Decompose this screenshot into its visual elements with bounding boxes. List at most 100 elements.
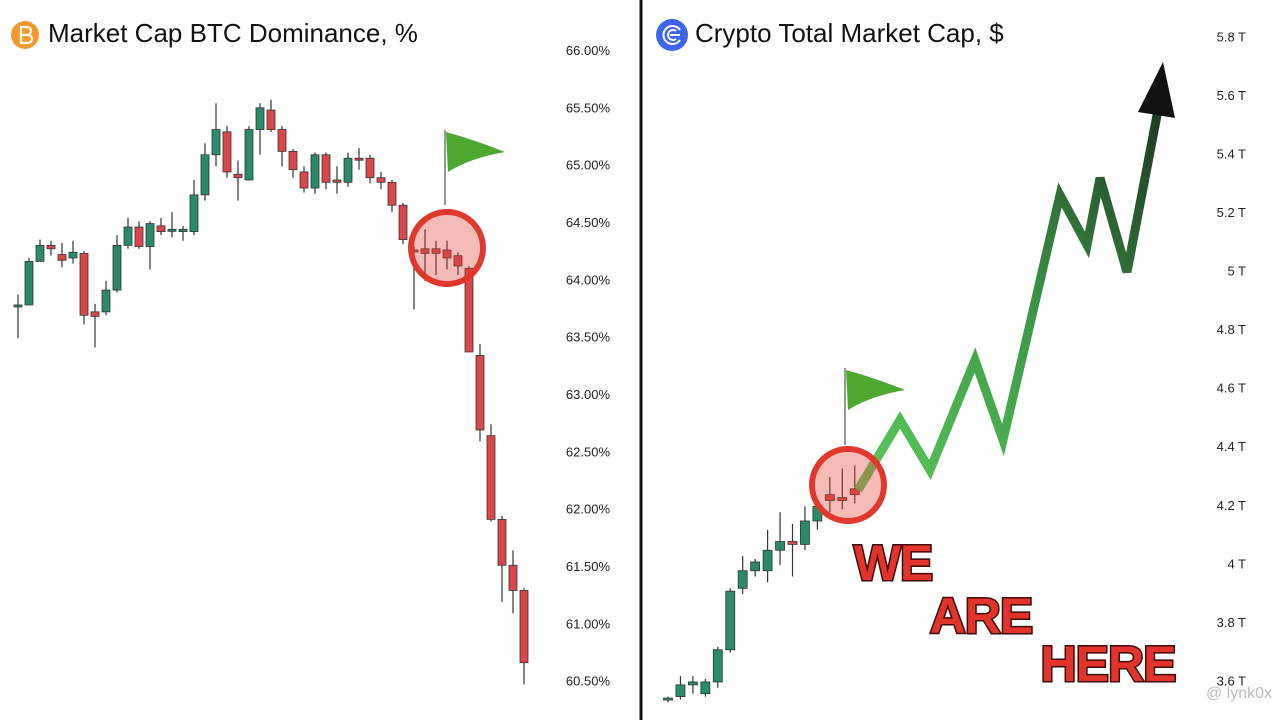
candle-body [255, 107, 265, 130]
y-tick-label: 65.50% [566, 100, 611, 115]
candle-body [277, 129, 287, 152]
candle-body [849, 488, 860, 496]
y-tick-label: 4.6 T [1217, 381, 1246, 396]
projection-arrowhead [1138, 62, 1175, 118]
candle-body [725, 590, 736, 651]
y-tick-label: 5.2 T [1217, 205, 1246, 220]
candle-body [90, 311, 100, 317]
candle-body [145, 223, 155, 247]
candle-body [79, 252, 89, 316]
candle-body [178, 228, 188, 232]
candle-body [442, 249, 452, 259]
candle-body [365, 157, 375, 179]
candle-body [189, 194, 199, 232]
candle-body [354, 157, 364, 161]
y-tick-label: 64.50% [566, 215, 611, 230]
btc-glyph [19, 25, 34, 45]
candle-body [46, 244, 56, 250]
annotation: ARE [930, 588, 1033, 644]
y-tick-label: 5 T [1227, 264, 1246, 279]
candle-body [398, 204, 408, 241]
y-tick-label: 5.6 T [1217, 88, 1246, 103]
candle-body [101, 289, 111, 313]
y-tick-label: 5.4 T [1217, 147, 1246, 162]
candle-body [663, 697, 673, 701]
candle-body [68, 251, 78, 259]
candle-body [288, 150, 298, 171]
y-tick-label: 63.00% [566, 387, 611, 402]
y-tick-label: 4.2 T [1217, 498, 1246, 513]
projection-line [854, 109, 1163, 493]
y-tick-label: 4 T [1227, 556, 1246, 571]
candle-body [700, 681, 711, 695]
y-tick-label: 3.8 T [1217, 615, 1246, 630]
highlight-circle [408, 209, 486, 287]
candle-body [200, 154, 210, 196]
candle-body [486, 435, 496, 520]
candle-body [244, 129, 254, 181]
flag [846, 370, 905, 410]
candle-body [156, 225, 166, 232]
candle-body [508, 564, 518, 591]
candle-body [233, 173, 243, 179]
candle-body [167, 228, 177, 232]
y-tick-label: 63.50% [566, 330, 611, 345]
y-tick-label: 4.8 T [1217, 322, 1246, 337]
candle-body [266, 109, 276, 130]
candle-body [222, 131, 232, 173]
candle-body [321, 154, 331, 183]
candle-body [464, 267, 474, 353]
chart-title: Market Cap BTC Dominance, % [48, 18, 418, 48]
y-tick-label: 5.8 T [1217, 29, 1246, 44]
candle-body [688, 681, 698, 686]
candle-body [762, 549, 773, 572]
candle-body [134, 226, 144, 247]
left-panel: Market Cap BTC Dominance, % 66.00% 65.50%… [11, 18, 610, 689]
candle-body [13, 304, 23, 308]
candle-body [750, 561, 761, 572]
y-tick-label: 4.4 T [1217, 439, 1246, 454]
y-tick-label: 3.6 T [1217, 673, 1246, 688]
candle-body [24, 261, 34, 306]
candle-body [675, 684, 686, 697]
candle-body [431, 248, 441, 254]
candle-body [57, 254, 67, 261]
candle-body [453, 255, 463, 267]
candle-body [376, 177, 386, 183]
chart-title: Crypto Total Market Cap, $ [695, 18, 1004, 48]
candle-body [387, 181, 397, 206]
candle-body [519, 590, 529, 664]
candle-body [332, 179, 342, 183]
y-tick-label: 65.00% [566, 158, 611, 173]
highlight-circle [809, 446, 887, 524]
cmc-glyph [662, 25, 681, 45]
candle-body [35, 244, 45, 262]
flag [446, 132, 505, 172]
candle-body [837, 497, 848, 501]
candle-body [824, 494, 835, 501]
candle-body [123, 226, 133, 246]
candle-body [420, 248, 430, 254]
annotation: HERE [1041, 636, 1176, 692]
annotation: WE [854, 535, 933, 591]
candle-body [310, 154, 320, 189]
candle-body [475, 355, 485, 431]
candle-body [112, 244, 122, 291]
candle-body [497, 518, 507, 566]
candle-body [299, 171, 309, 189]
y-tick-label: 60.50% [566, 674, 611, 689]
y-tick-label: 62.00% [566, 502, 611, 517]
right-panel: Crypto Total Market Cap, $ 5.8 T 5.6 T 5.4… [656, 18, 1246, 703]
candle-body [737, 570, 748, 589]
candle-body [343, 157, 353, 183]
y-tick-label: 66.00% [566, 43, 611, 58]
candle-body [800, 520, 810, 545]
candle-body [712, 649, 723, 683]
candle-body [211, 129, 221, 156]
watermark: @ lynk0x [1206, 685, 1272, 702]
y-tick-label: 64.00% [566, 272, 611, 287]
candle-body [775, 541, 785, 551]
y-tick-label: 61.00% [566, 616, 611, 631]
